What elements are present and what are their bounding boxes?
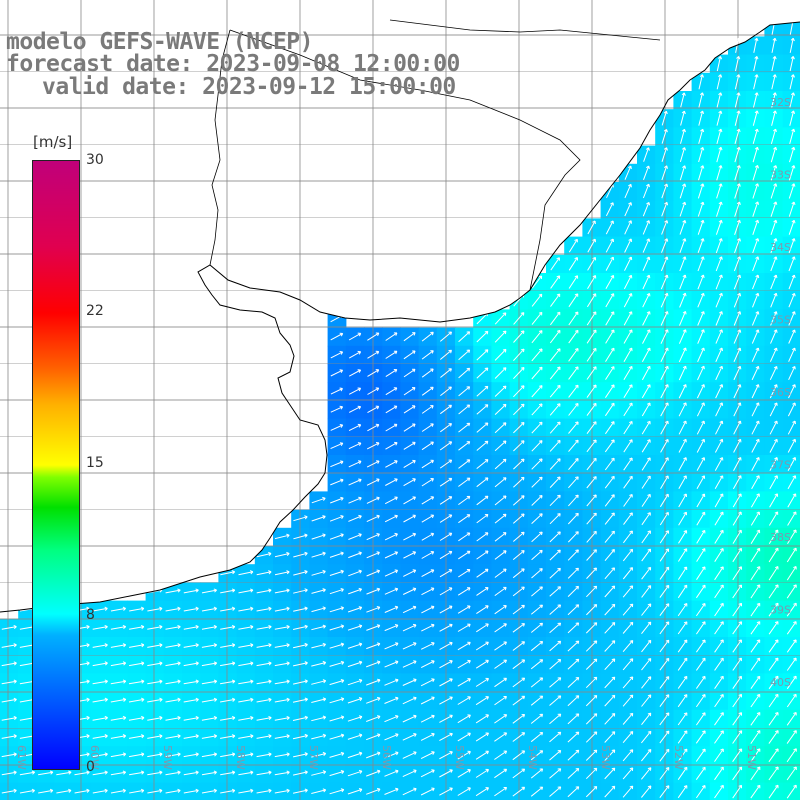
lat-label: 36S	[770, 386, 791, 399]
colorbar-tick-0: 0	[86, 759, 95, 775]
valid-date: valid date: 2023-09-12 15:00:00	[42, 74, 456, 100]
lat-label: 34S	[770, 241, 791, 254]
latitude-labels: 32S 33S 34S 35S 36S 37S 38S 39S 40S	[770, 96, 791, 689]
lon-label: 55W	[453, 745, 466, 770]
lat-label: 38S	[770, 531, 791, 544]
colorbar	[32, 160, 80, 770]
colorbar-tick-8: 8	[86, 607, 95, 623]
lon-label: 54W	[526, 745, 539, 770]
wind-arrows	[1, 19, 797, 799]
lat-label: 35S	[770, 314, 791, 327]
colorbar-tick-15: 15	[86, 455, 104, 471]
colorbar-tick-22: 22	[86, 303, 104, 319]
lon-label: 57W	[307, 745, 320, 770]
lat-label: 40S	[770, 676, 791, 689]
lon-label: 51W	[745, 745, 758, 770]
lon-label: 59W	[161, 745, 174, 770]
lat-label: 33S	[770, 169, 791, 182]
lat-label: 39S	[770, 604, 791, 617]
lon-label: 53W	[599, 745, 612, 770]
colorbar-tick-30: 30	[86, 152, 104, 168]
lat-label: 32S	[770, 96, 791, 109]
lon-label: 60W	[88, 745, 101, 770]
model-title: modelo GEFS-WAVE (NCEP)	[6, 29, 314, 55]
colorbar-unit: [m/s]	[33, 133, 73, 151]
lon-label: 52W	[672, 745, 685, 770]
lon-label: 61W	[15, 745, 28, 770]
coastline	[0, 19, 800, 613]
forecast-date: forecast date: 2023-09-08 12:00:00	[6, 51, 460, 77]
lon-label: 58W	[234, 745, 247, 770]
longitude-labels: 61W 60W 59W 58W 57W 56W 55W 54W 53W 52W 51W	[15, 745, 758, 770]
lon-label: 56W	[380, 745, 393, 770]
lat-label: 37S	[770, 459, 791, 472]
